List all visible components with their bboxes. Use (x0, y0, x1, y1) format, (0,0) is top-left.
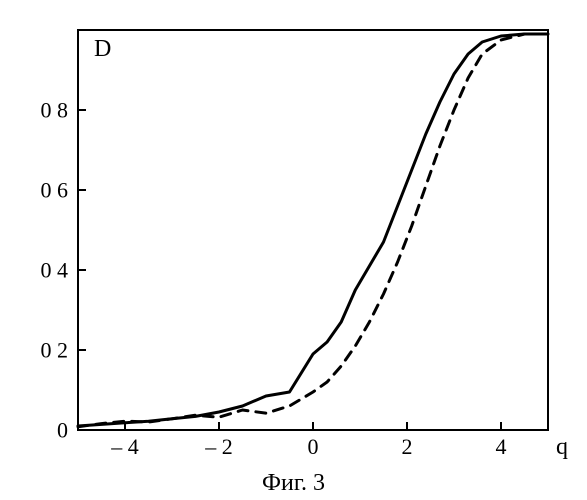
svg-text:0 2: 0 2 (41, 338, 69, 363)
svg-text:0: 0 (57, 418, 68, 443)
svg-text:q: q (556, 434, 568, 460)
svg-text:0 4: 0 4 (41, 258, 69, 283)
svg-text:0 8: 0 8 (41, 98, 69, 123)
chart-container: – 4 – 2 0 2 4 0 0 2 0 4 0 6 0 8 Dq Фиг. 3 (0, 0, 587, 500)
svg-text:4: 4 (496, 434, 507, 459)
line-chart: – 4 – 2 0 2 4 0 0 2 0 4 0 6 0 8 Dq (0, 0, 587, 500)
svg-text:0 6: 0 6 (41, 178, 69, 203)
svg-text:0: 0 (308, 434, 319, 459)
svg-text:2: 2 (402, 434, 413, 459)
svg-text:D: D (94, 36, 111, 62)
svg-text:– 2: – 2 (204, 434, 233, 459)
figure-caption: Фиг. 3 (0, 470, 587, 497)
svg-text:– 4: – 4 (110, 434, 139, 459)
